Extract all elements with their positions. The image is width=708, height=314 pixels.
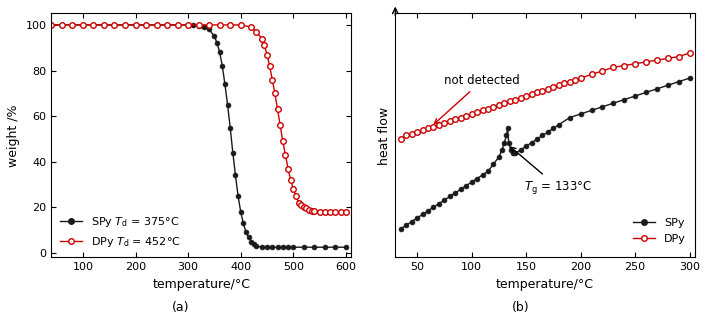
Text: $T_\mathrm{g}$ = 133°C: $T_\mathrm{g}$ = 133°C — [511, 147, 592, 196]
Text: (b): (b) — [512, 301, 529, 314]
Legend: SPy $T_\mathrm{d}$ = 375°C, DPy $T_\mathrm{d}$ = 452°C: SPy $T_\mathrm{d}$ = 375°C, DPy $T_\math… — [57, 212, 185, 252]
Text: not detected: not detected — [435, 74, 520, 124]
Y-axis label: heat flow: heat flow — [378, 106, 391, 165]
Text: (a): (a) — [172, 301, 189, 314]
X-axis label: temperature/°C: temperature/°C — [496, 278, 594, 291]
Y-axis label: weight /%: weight /% — [7, 104, 20, 167]
X-axis label: temperature/°C: temperature/°C — [152, 278, 250, 291]
Legend: SPy, DPy: SPy, DPy — [630, 215, 690, 247]
